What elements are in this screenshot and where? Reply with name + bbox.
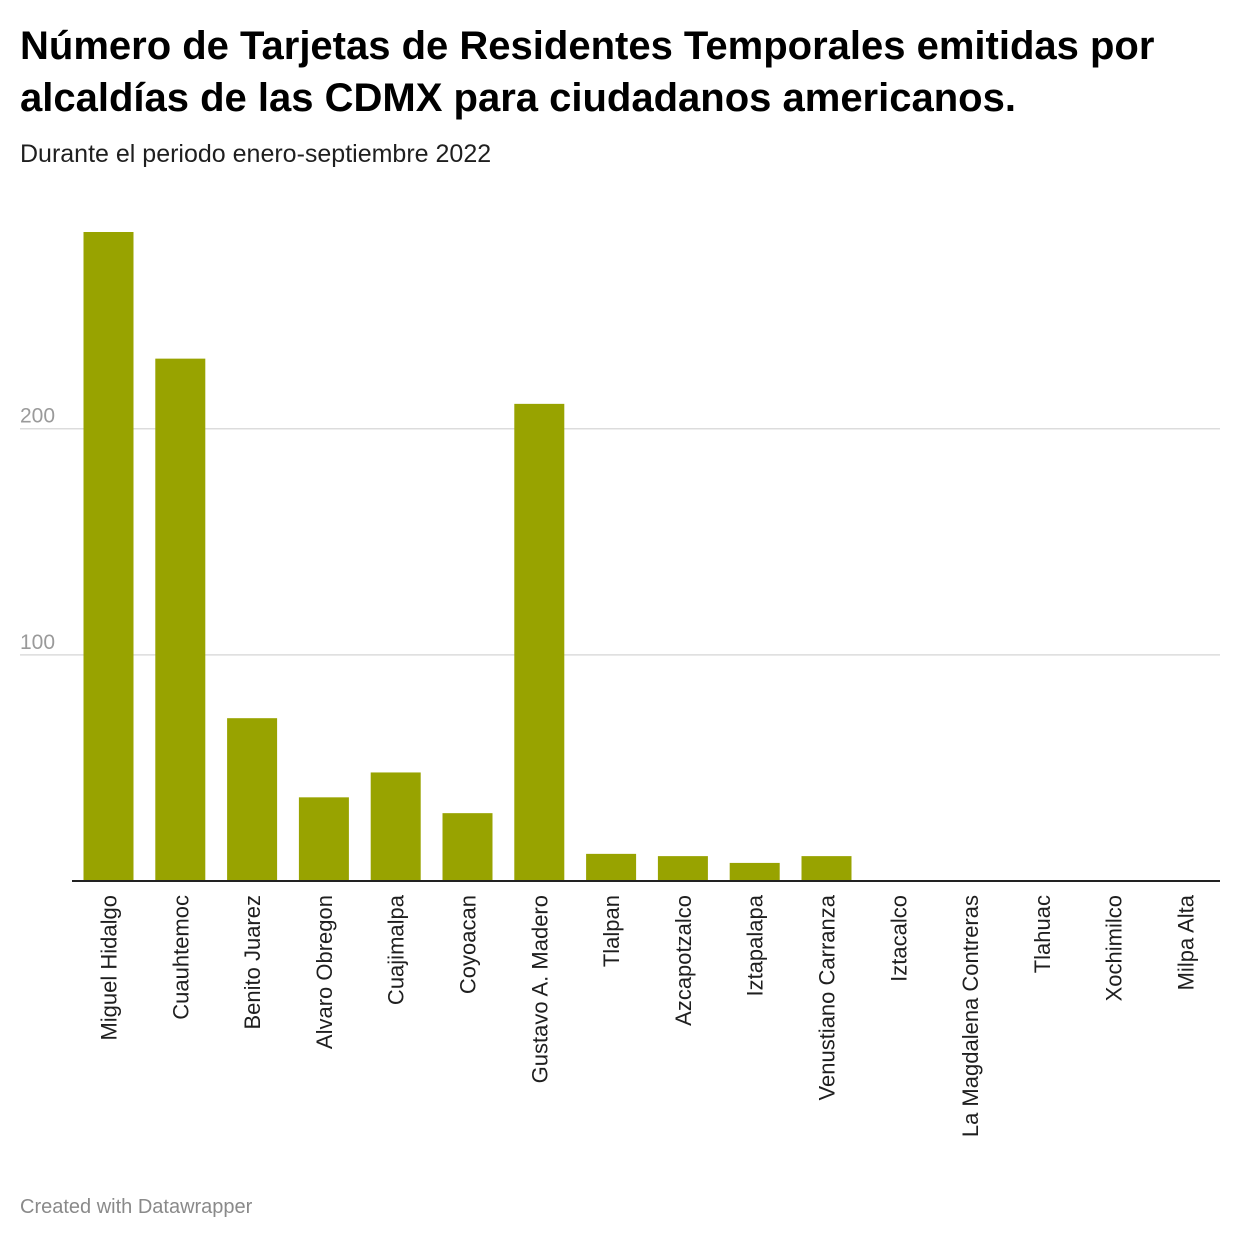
y-tick-label: 200 — [20, 405, 55, 428]
x-tick-label: Milpa Alta — [1174, 894, 1199, 990]
bar — [729, 862, 780, 881]
bar — [586, 853, 637, 881]
x-tick-label: Iztapalapa — [743, 894, 768, 996]
bar — [442, 813, 493, 881]
x-tick-label: Miguel Hidalgo — [97, 895, 122, 1041]
category-labels: Miguel Hidalgo Cuauhtemoc Benito Juarez Alv… — [97, 894, 1199, 1137]
x-tick-label: Cuajimalpa — [384, 894, 409, 1005]
bar — [155, 358, 206, 881]
chart-title: Número de Tarjetas de Residentes Tempora… — [20, 24, 1155, 120]
x-tick-label: Iztacalco — [886, 895, 911, 982]
x-tick-label: Venustiano Carranza — [815, 894, 840, 1100]
gridlines: 100 200 — [20, 405, 1220, 656]
x-tick-label: Tlahuac — [1030, 895, 1055, 973]
chart-subtitle: Durante el periodo enero-septiembre 2022 — [20, 140, 492, 168]
bar — [514, 403, 565, 881]
bar — [227, 718, 278, 881]
bar — [801, 856, 852, 881]
x-tick-label: Tlalpan — [599, 895, 624, 967]
x-tick-label: Azcapotzalco — [671, 895, 696, 1026]
bar — [298, 797, 349, 881]
x-tick-label: Benito Juarez — [240, 895, 265, 1030]
bar — [83, 232, 134, 881]
y-tick-label: 100 — [20, 631, 55, 654]
bar — [370, 772, 421, 881]
x-tick-label: Coyoacan — [456, 895, 481, 994]
x-tick-label: Xochimilco — [1102, 895, 1127, 1001]
footer-credit: Created with Datawrapper — [20, 1196, 253, 1218]
bars — [83, 232, 852, 881]
x-tick-label: Gustavo A. Madero — [527, 895, 552, 1083]
bar — [657, 856, 708, 881]
x-tick-label: Alvaro Obregon — [312, 895, 337, 1049]
x-tick-label: La Magdalena Contreras — [958, 895, 983, 1137]
x-tick-label: Cuauhtemoc — [168, 895, 193, 1020]
